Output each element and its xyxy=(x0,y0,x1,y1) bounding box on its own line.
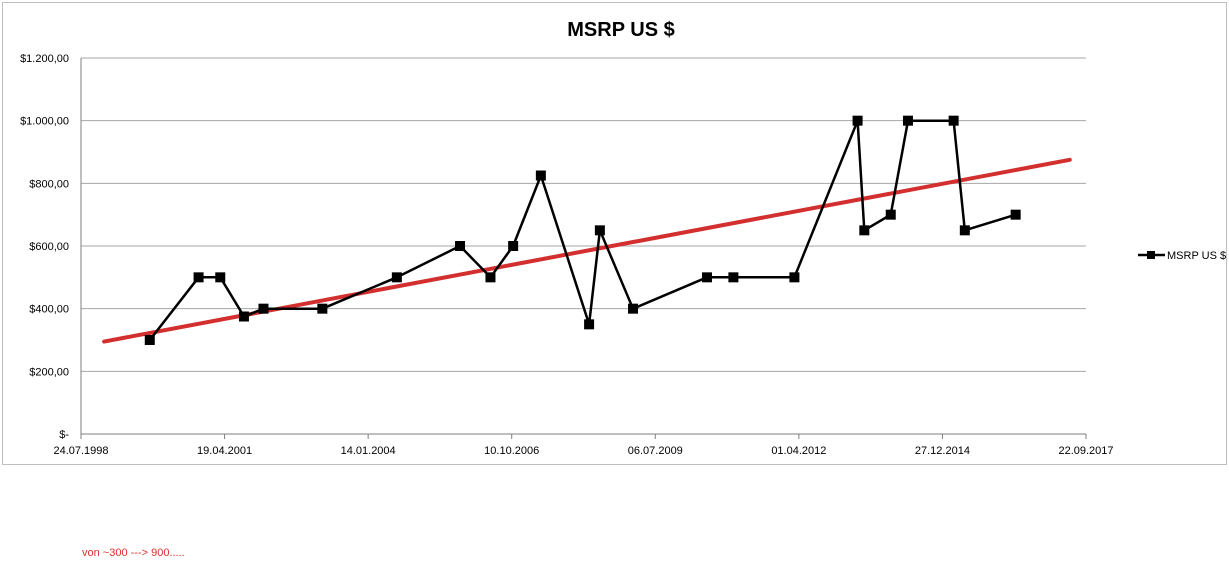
gridlines xyxy=(81,57,1086,372)
x-tick-label: 22.09.2017 xyxy=(1058,445,1113,457)
x-tick-label: 01.04.2012 xyxy=(771,445,826,457)
data-point-marker xyxy=(959,225,970,236)
data-point-marker xyxy=(859,225,870,236)
data-point-marker xyxy=(594,225,605,236)
data-point-marker xyxy=(728,272,739,283)
y-tick-label: $200,00 xyxy=(29,366,69,378)
y-tick-label: $1.000,00 xyxy=(20,116,69,128)
data-point-marker xyxy=(902,115,913,126)
data-point-marker xyxy=(535,170,546,181)
y-tick-label: $400,00 xyxy=(29,304,69,316)
legend-marker xyxy=(1147,251,1155,259)
data-point-marker xyxy=(1010,209,1021,220)
data-point-marker xyxy=(701,272,712,283)
data-point-marker xyxy=(852,115,863,126)
chart-frame: $- $200,00 $400,00 $600,00 $800,00 $1.000,00 $… xyxy=(2,2,1227,465)
x-tick-label: 14.01.2004 xyxy=(341,445,396,457)
y-tick-label: $- xyxy=(59,429,69,441)
y-tick-label: $1.200,00 xyxy=(20,53,69,65)
data-point-marker xyxy=(193,272,204,283)
data-point-marker xyxy=(144,335,155,345)
data-point-marker xyxy=(789,272,800,283)
data-point-marker xyxy=(508,241,519,251)
data-point-marker xyxy=(455,241,466,251)
axes: $- $200,00 $400,00 $600,00 $800,00 $1.000,00 $… xyxy=(20,53,1113,457)
data-point-marker xyxy=(885,209,896,220)
x-tick-label: 10.10.2006 xyxy=(484,445,539,457)
data-point-marker xyxy=(258,303,269,314)
x-tick-label: 27.12.2014 xyxy=(915,445,970,457)
x-tick-label: 24.07.1998 xyxy=(53,445,108,457)
y-tick-label: $800,00 xyxy=(29,178,69,190)
chart-svg: $- $200,00 $400,00 $600,00 $800,00 $1.000,00 $… xyxy=(20,19,1226,457)
legend: MSRP US $ xyxy=(1138,250,1226,262)
y-tick-label: $600,00 xyxy=(29,241,69,253)
data-point-marker xyxy=(485,272,496,283)
annotation-note: von ~300 ---> 900..... xyxy=(82,547,185,559)
data-point-marker xyxy=(948,115,959,126)
data-point-marker xyxy=(215,272,226,283)
legend-label: MSRP US $ xyxy=(1167,250,1226,262)
data-point-marker xyxy=(584,319,595,330)
series-layer xyxy=(144,115,1021,345)
x-tick-label: 19.04.2001 xyxy=(197,445,252,457)
data-point-marker xyxy=(238,311,249,322)
data-point-marker xyxy=(391,272,402,283)
chart-title: MSRP US $ xyxy=(567,19,674,41)
data-point-marker xyxy=(317,303,328,314)
data-point-marker xyxy=(628,303,639,314)
x-tick-label: 06.07.2009 xyxy=(628,445,683,457)
